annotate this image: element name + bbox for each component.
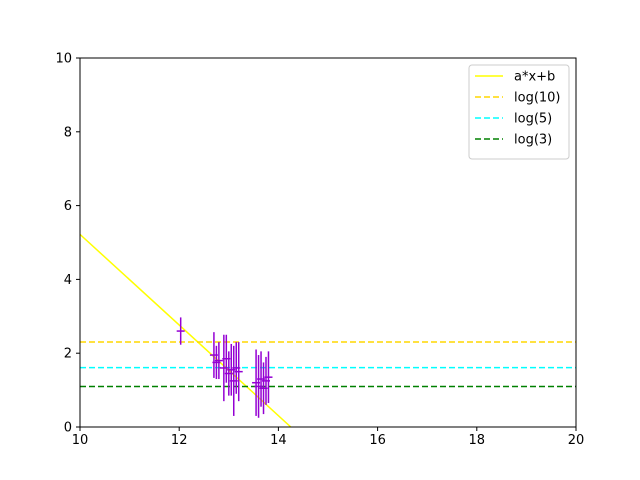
plot-series-group [80,233,576,427]
legend-label-0: a*x+b [514,70,555,85]
x-tick-label: 12 [171,433,188,448]
x-tick-label: 16 [369,433,386,448]
y-tick-label: 0 [64,421,72,436]
x-tick-label: 14 [270,433,287,448]
error-point-3 [214,342,223,380]
y-tick-label: 2 [64,347,72,362]
plot-frame [79,57,577,428]
y-tick-label: 6 [64,199,72,214]
legend: a*x+b log(10) log(5) log(3) [468,64,570,160]
error-point-16 [264,351,273,404]
x-tick-label: 20 [568,433,585,448]
plot-area [80,233,576,427]
y-tick-label: 4 [64,273,72,288]
x-tick-label: 18 [469,433,486,448]
x-tick-label: 10 [72,433,89,448]
y-tick-label: 8 [64,125,72,140]
legend-label-1: log(10) [514,91,561,106]
error-point-0 [176,317,185,345]
x-axis: 10 12 14 16 18 20 [72,427,585,448]
legend-box [468,64,570,160]
y-tick-label: 10 [55,52,72,67]
y-axis: 0 2 4 6 8 10 [55,52,80,436]
legend-label-3: log(3) [514,133,552,148]
error-point-10 [234,342,243,402]
legend-label-2: log(5) [514,112,552,127]
